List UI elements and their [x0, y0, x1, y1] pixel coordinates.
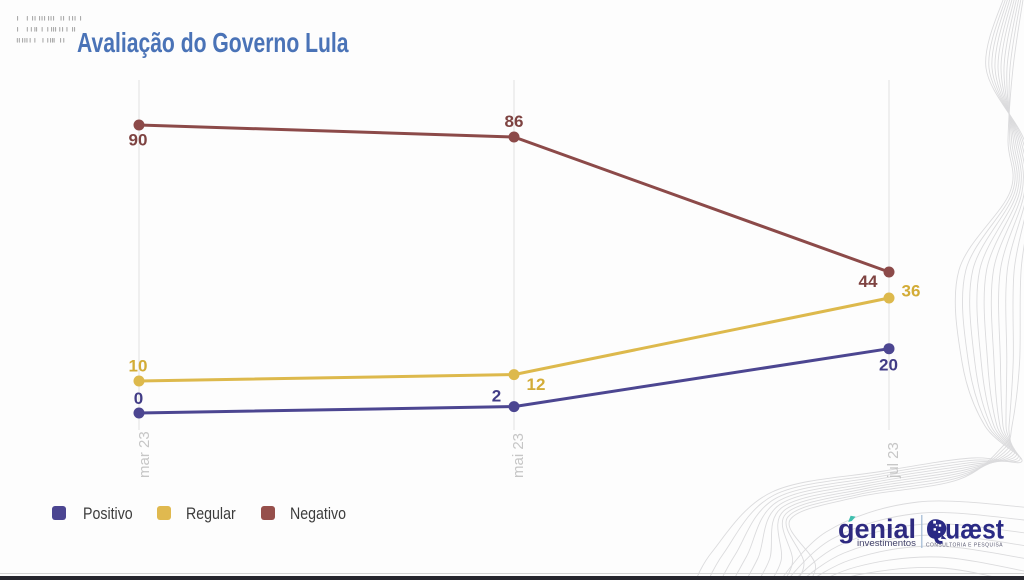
svg-text:20: 20 — [879, 355, 898, 374]
svg-text:36: 36 — [902, 282, 921, 301]
svg-text:jul 23: jul 23 — [885, 442, 902, 479]
svg-text:CONSULTORIA E PESQUISA: CONSULTORIA E PESQUISA — [926, 543, 1003, 549]
svg-text:86: 86 — [505, 112, 524, 131]
svg-text:mar 23: mar 23 — [136, 431, 153, 478]
svg-text:investimentos: investimentos — [857, 538, 917, 548]
svg-text:44: 44 — [859, 272, 878, 291]
svg-text:90: 90 — [129, 131, 148, 150]
svg-text:0: 0 — [134, 389, 143, 408]
svg-text:mai 23: mai 23 — [510, 433, 527, 478]
svg-text:12: 12 — [527, 375, 546, 394]
svg-text:2: 2 — [492, 387, 501, 406]
svg-text:10: 10 — [129, 357, 148, 376]
